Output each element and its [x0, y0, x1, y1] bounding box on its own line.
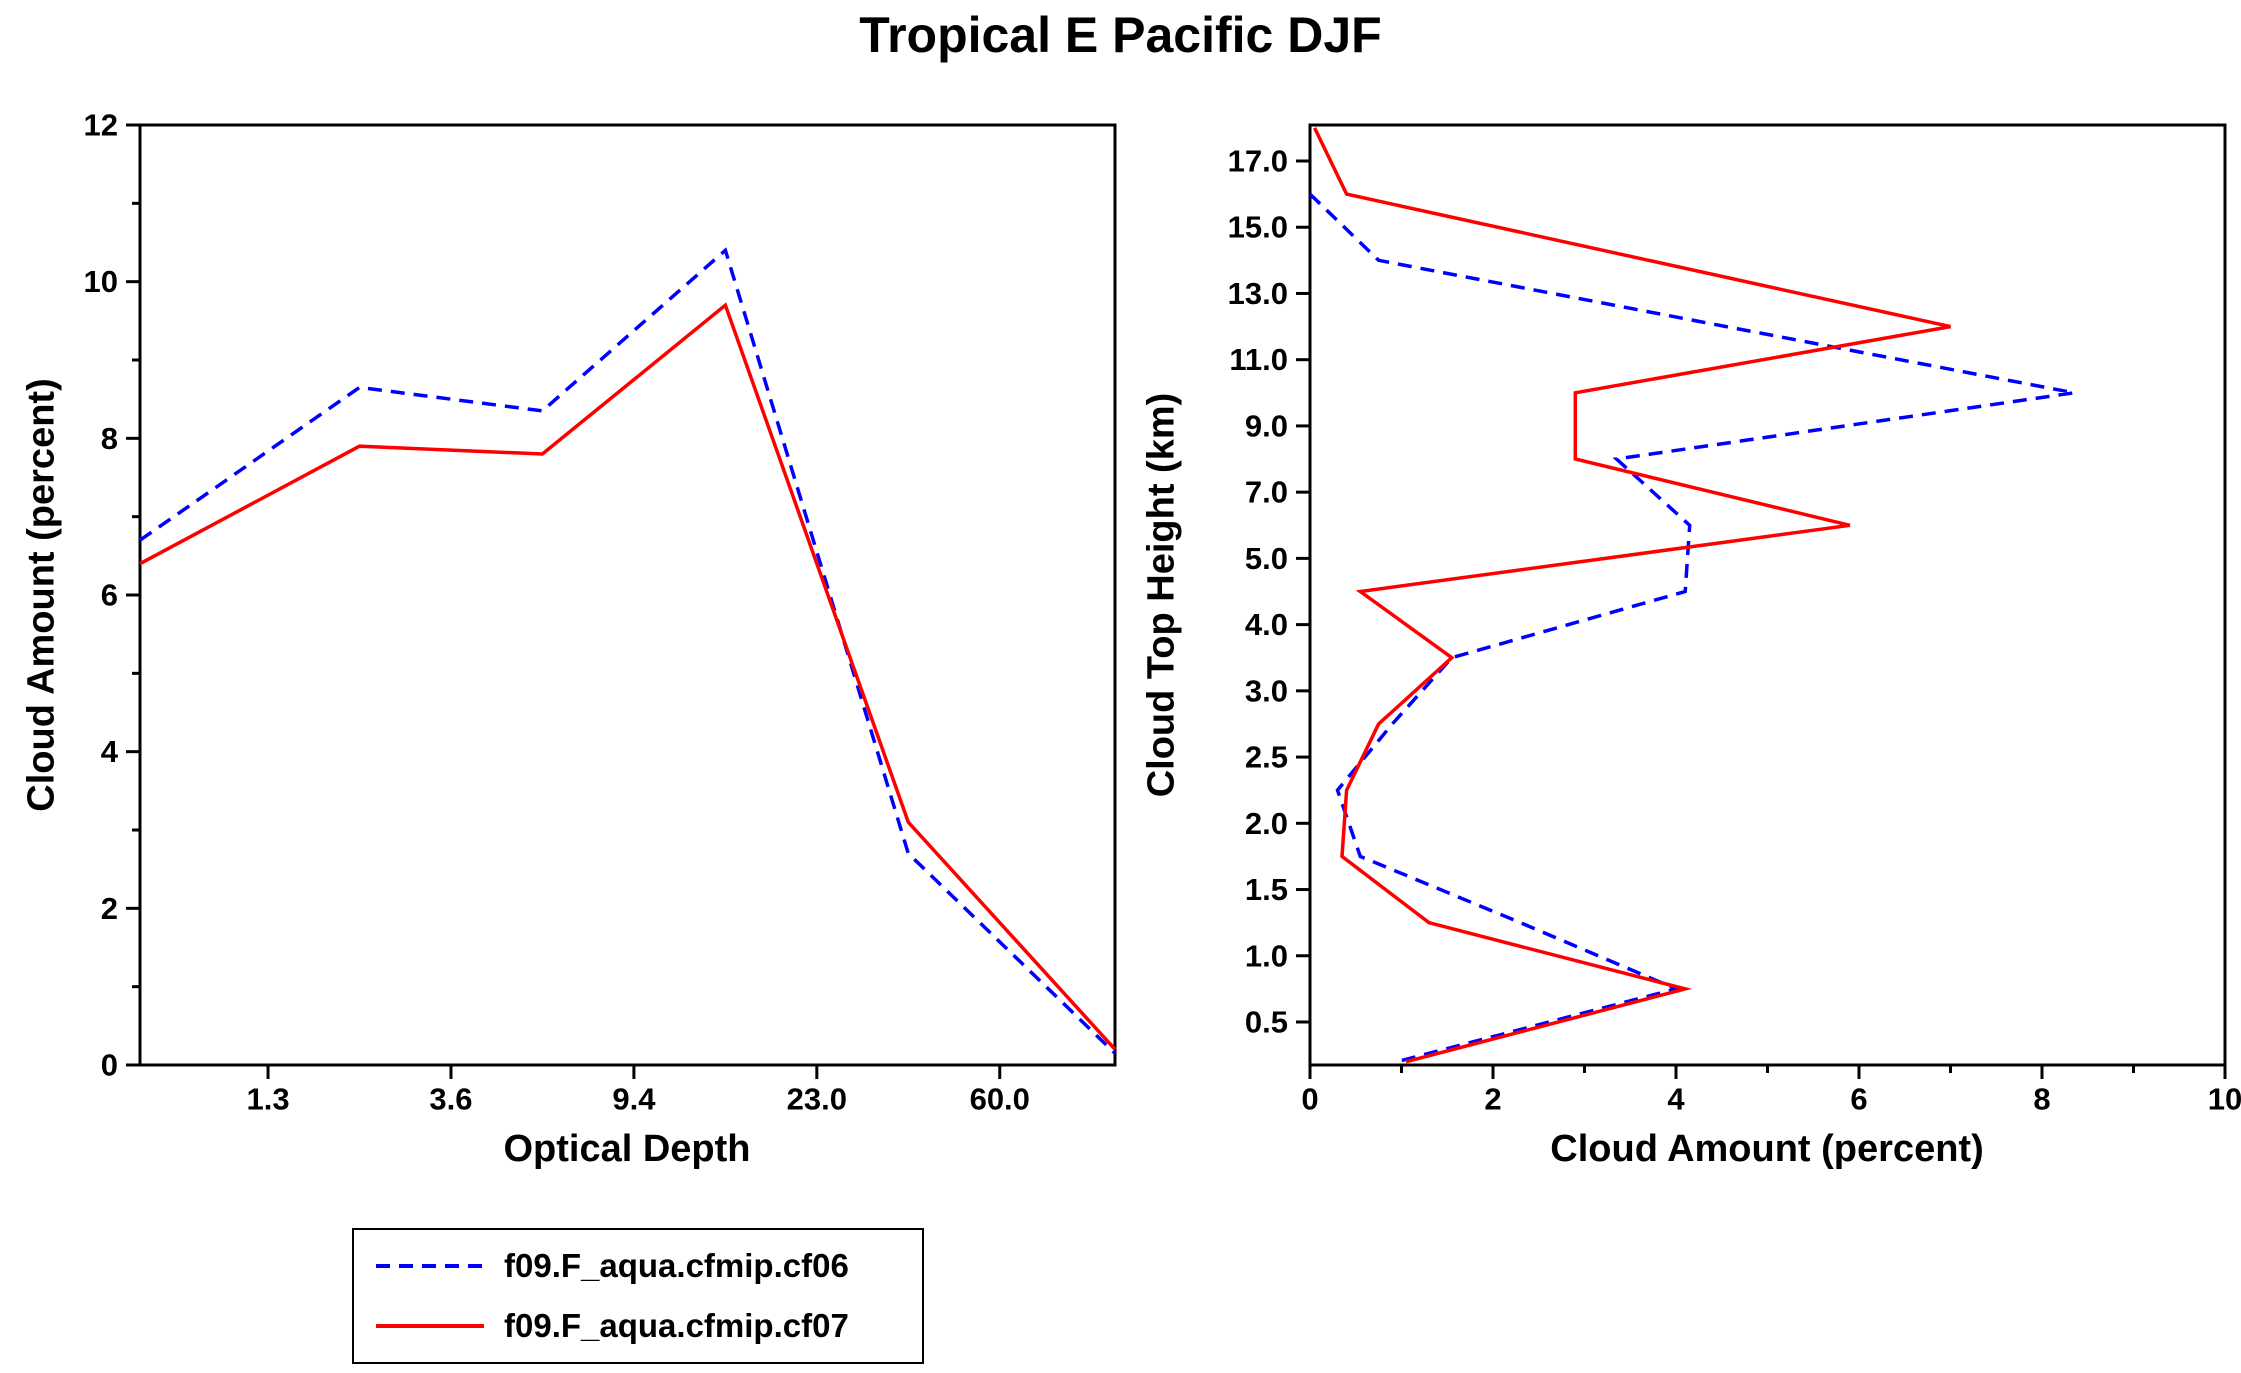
left-y-tick-label: 8 [101, 421, 118, 456]
right-y-tick-label: 5.0 [1245, 541, 1288, 576]
left-panel-y-axis-title: Cloud Amount (percent) [20, 378, 63, 812]
right-x-tick-label: 4 [1667, 1081, 1685, 1116]
left-y-tick-label: 12 [84, 108, 118, 143]
right-x-tick-label: 6 [1850, 1081, 1867, 1116]
left-x-tick-label: 9.4 [612, 1081, 656, 1116]
legend-row: f09.F_aqua.cfmip.cf07 [374, 1307, 922, 1345]
left-y-tick-label: 4 [101, 734, 119, 769]
left-panel-frame [138, 123, 1117, 1067]
legend-dashed-line-icon [376, 1264, 484, 1268]
legend-row: f09.F_aqua.cfmip.cf06 [374, 1247, 922, 1285]
right-x-tick-label: 10 [2208, 1081, 2241, 1116]
right-y-tick-label: 0.5 [1245, 1005, 1288, 1040]
right-y-tick-label: 4.0 [1245, 607, 1288, 642]
left-y-tick-label: 6 [101, 578, 118, 613]
right-series-1 [1313, 127, 1951, 1064]
left-series-0 [139, 247, 1117, 1055]
right-y-tick-label: 7.0 [1245, 475, 1288, 510]
right-panel-y-axis-title: Cloud Top Height (km) [1140, 392, 1183, 798]
legend-solid-line-icon [376, 1324, 484, 1328]
left-panel-x-axis-title: Optical Depth [503, 1128, 751, 1170]
legend-label: f09.F_aqua.cfmip.cf07 [504, 1307, 849, 1344]
left-x-tick-label: 23.0 [787, 1081, 847, 1116]
right-x-tick-label: 2 [1484, 1081, 1501, 1116]
right-series-0 [1308, 192, 2075, 1064]
right-x-tick-label: 8 [2033, 1081, 2050, 1116]
right-y-tick-label: 13.0 [1228, 276, 1288, 311]
right-x-tick-label: 0 [1301, 1081, 1318, 1116]
right-panel-frame [1308, 123, 2227, 1067]
left-series-1 [139, 302, 1117, 1051]
left-x-tick-label: 1.3 [246, 1081, 289, 1116]
legend-label: f09.F_aqua.cfmip.cf06 [504, 1247, 849, 1284]
right-y-tick-label: 15.0 [1228, 210, 1288, 245]
right-y-tick-label: 9.0 [1245, 408, 1288, 443]
right-y-tick-label: 1.5 [1245, 872, 1288, 907]
left-y-tick-label: 2 [101, 891, 118, 926]
left-x-tick-label: 60.0 [970, 1081, 1030, 1116]
right-y-tick-label: 2.5 [1245, 740, 1288, 775]
right-y-tick-label: 3.0 [1245, 673, 1288, 708]
left-y-tick-label: 0 [101, 1048, 118, 1083]
right-y-tick-label: 11.0 [1229, 342, 1288, 377]
right-panel-x-axis-title: Cloud Amount (percent) [1550, 1128, 1984, 1170]
right-y-tick-label: 17.0 [1228, 144, 1288, 179]
right-y-tick-label: 1.0 [1245, 938, 1288, 973]
left-x-tick-label: 3.6 [429, 1081, 472, 1116]
right-y-tick-label: 2.0 [1245, 806, 1288, 841]
legend: f09.F_aqua.cfmip.cf06 f09.F_aqua.cfmip.c… [352, 1228, 924, 1364]
left-y-tick-label: 10 [84, 264, 118, 299]
figure-title: Tropical E Pacific DJF [859, 7, 1382, 63]
